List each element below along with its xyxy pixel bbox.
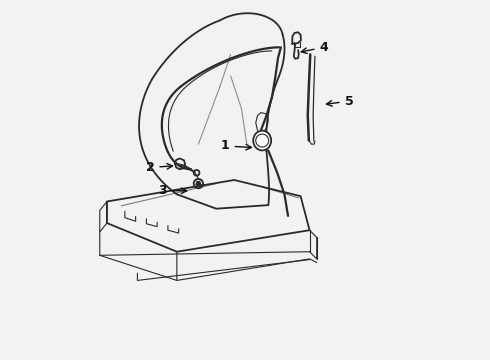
- Text: 4: 4: [301, 41, 328, 54]
- Text: 2: 2: [146, 161, 172, 174]
- Circle shape: [196, 181, 200, 186]
- Ellipse shape: [253, 131, 271, 150]
- Text: 3: 3: [158, 184, 187, 197]
- Text: 5: 5: [326, 95, 353, 108]
- Text: 1: 1: [221, 139, 251, 152]
